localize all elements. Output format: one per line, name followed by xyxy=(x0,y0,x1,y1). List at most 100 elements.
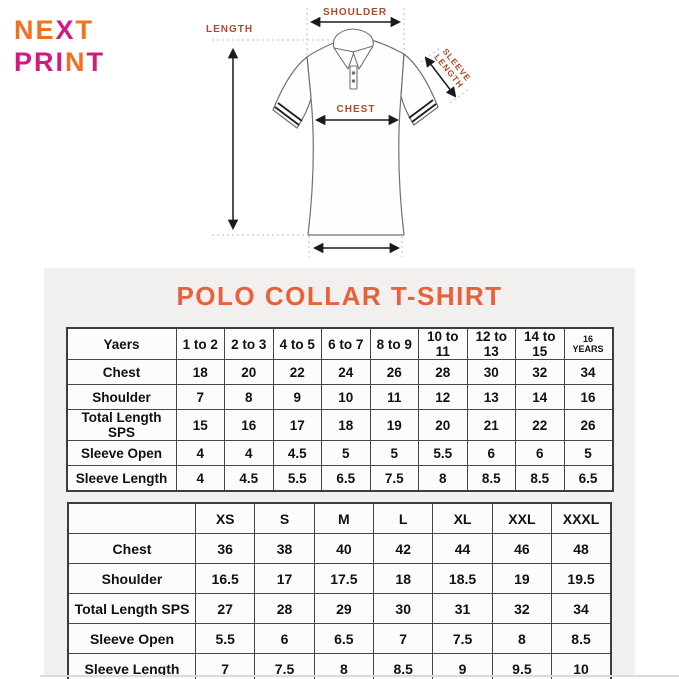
size-value: 6.5 xyxy=(313,623,375,654)
size-value: 36 xyxy=(194,533,256,564)
column-header: XXL xyxy=(491,502,553,534)
table-row: Sleeve Open 4 4 4.5 5 5 5.5 6 6 5 xyxy=(66,440,613,466)
size-value: 10 xyxy=(551,653,612,679)
size-value: 19 xyxy=(491,563,553,594)
size-value: 7.5 xyxy=(432,623,493,654)
column-header: L xyxy=(373,502,434,534)
column-header: 14 to 15 xyxy=(515,327,565,360)
polo-shirt-diagram xyxy=(212,8,470,257)
row-label: Sleeve Open xyxy=(67,623,196,654)
size-value: 30 xyxy=(466,359,516,385)
size-value: 9.5 xyxy=(491,653,553,679)
logo-text: T xyxy=(75,15,95,45)
logo-line-print: PRINT xyxy=(14,46,105,78)
measurement-arrows xyxy=(227,16,457,254)
shoulder-label: SHOULDER xyxy=(322,7,388,18)
size-value: 8 xyxy=(224,384,274,410)
size-value: 34 xyxy=(551,593,612,624)
size-value: 12 xyxy=(418,384,468,410)
table-row: Shoulder 16.5 17 17.5 18 18.5 19 19.5 xyxy=(67,563,612,594)
size-value: 29 xyxy=(313,593,375,624)
size-value: 4 xyxy=(224,440,274,466)
sleeve-trim xyxy=(274,99,437,126)
row-label: Total Length SPS xyxy=(66,409,177,441)
page-title: POLO COLLAR T-SHIRT xyxy=(176,281,503,311)
row-label: Sleeve Open xyxy=(66,440,177,466)
column-header: 16 YEARS xyxy=(563,327,613,360)
size-value: 8.5 xyxy=(551,623,612,654)
logo-text: X xyxy=(55,15,76,45)
size-value: 7.5 xyxy=(254,653,315,679)
size-value: 16 xyxy=(224,409,274,441)
size-value: 4 xyxy=(175,440,225,466)
table-row: Sleeve Length 4 4.5 5.5 6.5 7.5 8 8.5 8.5 6.5 xyxy=(66,465,613,492)
size-value: 4.5 xyxy=(272,440,322,466)
size-value: 6 xyxy=(466,440,516,466)
bottom-divider xyxy=(40,675,679,677)
row-label: Sleeve Length xyxy=(66,465,177,492)
size-value: 16.5 xyxy=(194,563,256,594)
sleeve-arrow xyxy=(424,56,457,98)
table-row: Chest 36 38 40 42 44 46 48 xyxy=(67,533,612,564)
size-value: 9 xyxy=(432,653,493,679)
table-row: Sleeve Length 7 7.5 8 8.5 9 9.5 10 xyxy=(67,653,612,679)
size-value: 44 xyxy=(432,533,493,564)
size-value: 28 xyxy=(254,593,315,624)
size-value: 8.5 xyxy=(466,465,516,492)
row-label: Shoulder xyxy=(67,563,196,594)
size-value: 5 xyxy=(321,440,371,466)
size-value: 13 xyxy=(466,384,516,410)
column-header: 1 to 2 xyxy=(175,327,225,360)
size-value: 5.5 xyxy=(194,623,256,654)
size-value: 34 xyxy=(563,359,613,385)
column-header: XS xyxy=(194,502,256,534)
size-value: 6 xyxy=(254,623,315,654)
size-value: 24 xyxy=(321,359,371,385)
size-value: 4.5 xyxy=(224,465,274,492)
size-value: 20 xyxy=(418,409,468,441)
table-row: Total Length SPS 15 16 17 18 19 20 21 22 26 xyxy=(66,409,613,441)
table-row: Total Length SPS 27 28 29 30 31 32 34 xyxy=(67,593,612,624)
size-value: 42 xyxy=(373,533,434,564)
size-value: 5 xyxy=(563,440,613,466)
size-value: 9 xyxy=(272,384,322,410)
size-value: 10 xyxy=(321,384,371,410)
column-header: 8 to 9 xyxy=(369,327,419,360)
size-value: 27 xyxy=(194,593,256,624)
size-value: 18.5 xyxy=(432,563,493,594)
size-value: 32 xyxy=(515,359,565,385)
size-value: 19.5 xyxy=(551,563,612,594)
measurement-diagram: LENGTH SHOULDER CHEST SLEEVE LENGTH xyxy=(0,0,679,262)
brand-logo: NEXT PRINT xyxy=(14,14,105,78)
size-value: 28 xyxy=(418,359,468,385)
size-value: 7 xyxy=(373,623,434,654)
row-label: Chest xyxy=(66,359,177,385)
size-value: 22 xyxy=(272,359,322,385)
size-value: 17 xyxy=(272,409,322,441)
logo-text: N xyxy=(65,47,87,77)
row-label: Total Length SPS xyxy=(67,593,196,624)
size-value: 8 xyxy=(418,465,468,492)
table-row: Shoulder 7 8 9 10 11 12 13 14 16 xyxy=(66,384,613,410)
size-value: 5.5 xyxy=(272,465,322,492)
collar xyxy=(332,28,374,90)
column-header: Yaers xyxy=(66,327,177,360)
size-value: 14 xyxy=(515,384,565,410)
size-value: 19 xyxy=(369,409,419,441)
column-header: 4 to 5 xyxy=(272,327,322,360)
shirt-outline xyxy=(272,39,439,236)
size-value: 18 xyxy=(321,409,371,441)
column-header xyxy=(67,502,196,534)
guide-lines xyxy=(212,8,470,257)
adult-size-table: XS S M L XL XXL XXXL Chest 36 38 40 42 44 46 48 Shoulde… xyxy=(67,502,612,679)
size-value: 46 xyxy=(491,533,553,564)
row-label: Sleeve Length xyxy=(67,653,196,679)
size-value: 7 xyxy=(175,384,225,410)
size-value: 26 xyxy=(563,409,613,441)
row-label: Shoulder xyxy=(66,384,177,410)
size-value: 5 xyxy=(369,440,419,466)
size-value: 17.5 xyxy=(313,563,375,594)
size-value: 8.5 xyxy=(373,653,434,679)
